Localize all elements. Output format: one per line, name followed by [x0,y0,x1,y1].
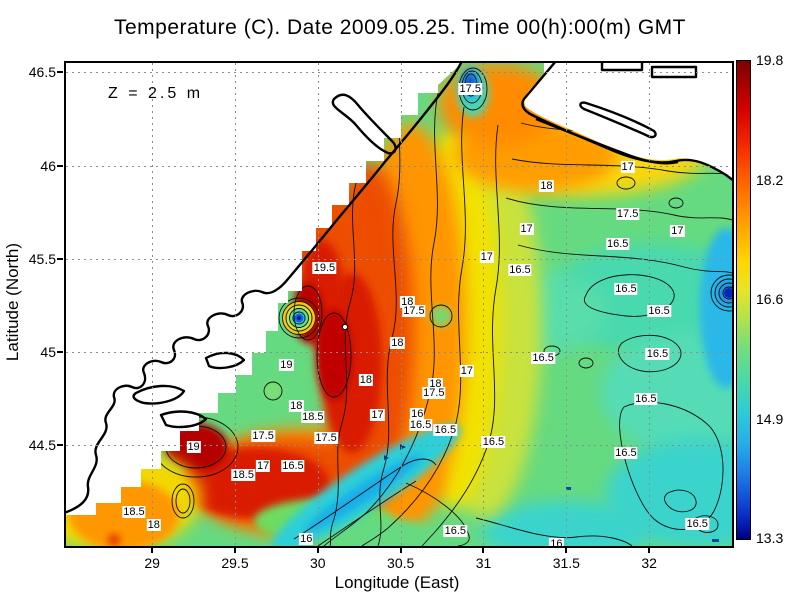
gridline-horizontal [66,352,732,354]
contour-label: 17 [370,409,385,422]
gridline-horizontal [66,258,732,260]
contour-label: 18 [539,180,554,193]
contour-label: 18.5 [301,411,325,424]
point-markers [341,323,719,542]
contour-label: 18 [289,400,304,413]
coastline [66,63,732,514]
contour-label: 18 [146,519,161,532]
y-tick-label: 46 [40,157,56,174]
y-tick [57,164,63,167]
contour-label: 16.5 [281,459,305,472]
gridline-vertical [649,63,651,546]
contour-label: 18.5 [231,469,255,482]
y-tick-label: 46.5 [28,64,56,81]
contour-label: 16 [410,407,425,420]
x-tick-label: 30.5 [387,555,415,571]
gridline-vertical [566,63,568,546]
x-tick-label: 32 [641,555,657,571]
contour-label: 16 [299,532,314,545]
contour-label: 16.5 [508,264,532,276]
contour-label: 19 [279,359,294,372]
contour-label: 17 [670,224,685,237]
contour-label: 16.5 [647,305,671,318]
contour-label: 16.5 [408,418,433,431]
contour-label: 17.5 [314,431,338,444]
contour-label: 18 [428,377,443,390]
contour-label: 17 [620,161,635,174]
x-tick [482,547,485,553]
contour-lines [153,64,732,546]
colorbar-tick-label: 18.2 [756,171,784,188]
y-tick-label: 45.5 [28,250,56,267]
contour-label: 19.5 [312,262,337,275]
contour-label: 16.5 [614,282,638,295]
contour-label: 17 [479,250,494,263]
x-axis-title: Longitude (East) [334,573,460,592]
x-tick-label: 31 [475,555,492,571]
gridline-horizontal [66,445,732,447]
gridline-vertical [152,63,154,546]
depth-annotation: Z = 2.5 m [108,85,204,102]
contour-label: 16.5 [605,237,630,250]
contour-label: 16 [549,538,564,546]
gridline-vertical [317,63,319,546]
y-tick [57,351,63,354]
contour-label: 19 [186,441,201,454]
contour-label: 17.5 [402,305,426,318]
contour-label: 16.5 [443,525,468,538]
colorbar-tick-label: 16.6 [756,291,784,307]
contour-label: 16.5 [481,435,506,448]
y-tick-label: 45 [40,344,56,361]
chart-title: Temperature (C). Date 2009.05.25. Time 0… [113,16,687,39]
contour-label: 18 [390,336,405,349]
x-tick [648,547,651,553]
x-tick-label: 31.5 [552,555,580,571]
temperature-field-map [66,63,732,546]
x-tick [565,547,568,553]
y-axis-title: Latitude (North) [3,242,22,362]
y-tick [57,257,63,260]
contour-label: 16.5 [433,424,458,437]
contour-label: 17.5 [251,429,275,442]
contour-label: 16.5 [531,351,555,364]
contour-label: 16.5 [634,392,658,405]
contour-label: 17.5 [422,387,446,400]
contour-label: 17 [459,364,475,377]
y-tick-label: 44.5 [28,437,56,454]
gridline-horizontal [66,72,732,74]
contour-label: 17.5 [458,83,482,96]
x-tick-label: 29 [144,555,160,571]
contour-label: 18 [358,374,373,387]
contour-label: 17.5 [615,208,640,221]
colorbar-tick-label: 13.3 [756,530,784,546]
gridline-vertical [483,63,485,546]
contour-label: 17 [519,222,534,235]
gridline-horizontal [66,165,732,167]
contour-label: 18.5 [122,506,146,519]
y-tick [57,444,63,447]
x-tick [151,547,154,553]
colorbar-tick-label: 14.9 [756,410,784,427]
x-tick [399,547,402,553]
x-tick-label: 29.5 [221,555,249,571]
contour-label: 16.5 [645,347,670,360]
x-tick [233,547,236,553]
contour-label: 16.5 [685,517,709,530]
x-tick [316,547,319,553]
y-tick [57,71,63,74]
contour-label: 18 [400,295,415,308]
x-tick-label: 30 [310,555,326,571]
colorbar [736,60,751,540]
gridline-vertical [234,63,236,546]
colorbar-tick-label: 19.8 [756,52,784,68]
map-plot-area[interactable]: 17.5 17 18 17.5 17 17 16.5 17 19.5 16.5 16.5 18 17.5… [64,61,734,548]
contour-label: 17 [256,459,271,472]
contour-label: 16.5 [614,446,638,459]
